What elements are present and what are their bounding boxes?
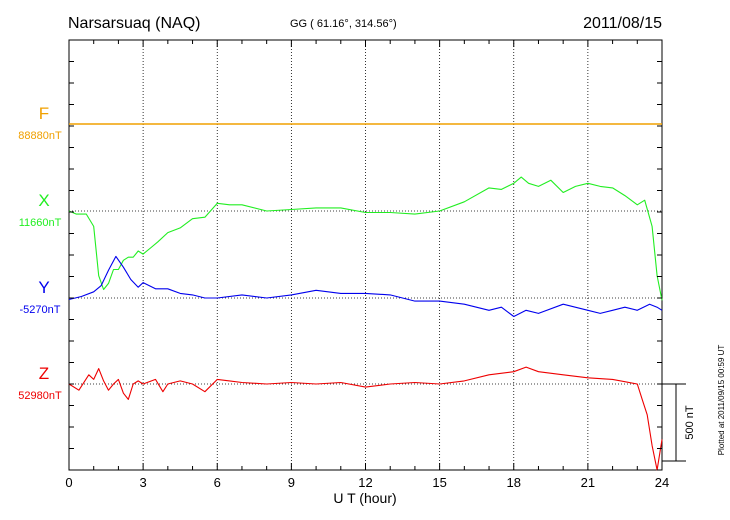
series-labels: F 88880nT X 11660nT Y -5270nT Z 52980nT bbox=[18, 104, 62, 402]
plotted-timestamp: Plotted at 2011/09/15 00:59 UT bbox=[717, 345, 726, 456]
x-tick-label: 3 bbox=[140, 475, 147, 490]
series-line-z bbox=[68, 366, 663, 471]
series-name-y: Y bbox=[38, 278, 49, 297]
series-name-z: Z bbox=[39, 364, 49, 383]
station-title: Narsarsuaq (NAQ) bbox=[68, 15, 200, 32]
x-axis-label: U T (hour) bbox=[333, 490, 396, 506]
scale-bar-label: 500 nT bbox=[684, 405, 696, 440]
coordinates-label: GG ( 61.16°, 314.56°) bbox=[290, 18, 397, 30]
series-lines bbox=[68, 123, 663, 471]
x-tick-labels: 0 3 6 9 12 15 18 21 24 bbox=[65, 475, 669, 490]
series-baseline-value-z: 52980nT bbox=[18, 390, 62, 402]
x-tick-label: 24 bbox=[655, 475, 669, 490]
grid-lines bbox=[142, 40, 589, 470]
series-line-x bbox=[68, 176, 663, 301]
series-name-f: F bbox=[39, 104, 49, 123]
series-name-x: X bbox=[38, 191, 49, 210]
series-baseline-value-f: 88880nT bbox=[18, 130, 62, 142]
x-tick-label: 18 bbox=[507, 475, 521, 490]
series-baseline-value-x: 11660nT bbox=[19, 217, 62, 229]
x-tick-label: 6 bbox=[214, 475, 221, 490]
x-tick-label: 15 bbox=[432, 475, 446, 490]
series-baseline-value-y: -5270nT bbox=[20, 304, 61, 316]
frame-ticks bbox=[68, 39, 663, 471]
x-tick-label: 0 bbox=[65, 475, 72, 490]
series-line-y bbox=[68, 255, 663, 318]
x-tick-label: 21 bbox=[581, 475, 595, 490]
x-tick-label: 9 bbox=[288, 475, 295, 490]
plot-frame bbox=[68, 39, 663, 471]
scale-bar: 500 nT bbox=[662, 383, 696, 462]
x-tick-label: 12 bbox=[358, 475, 372, 490]
date-label: 2011/08/15 bbox=[583, 15, 662, 32]
